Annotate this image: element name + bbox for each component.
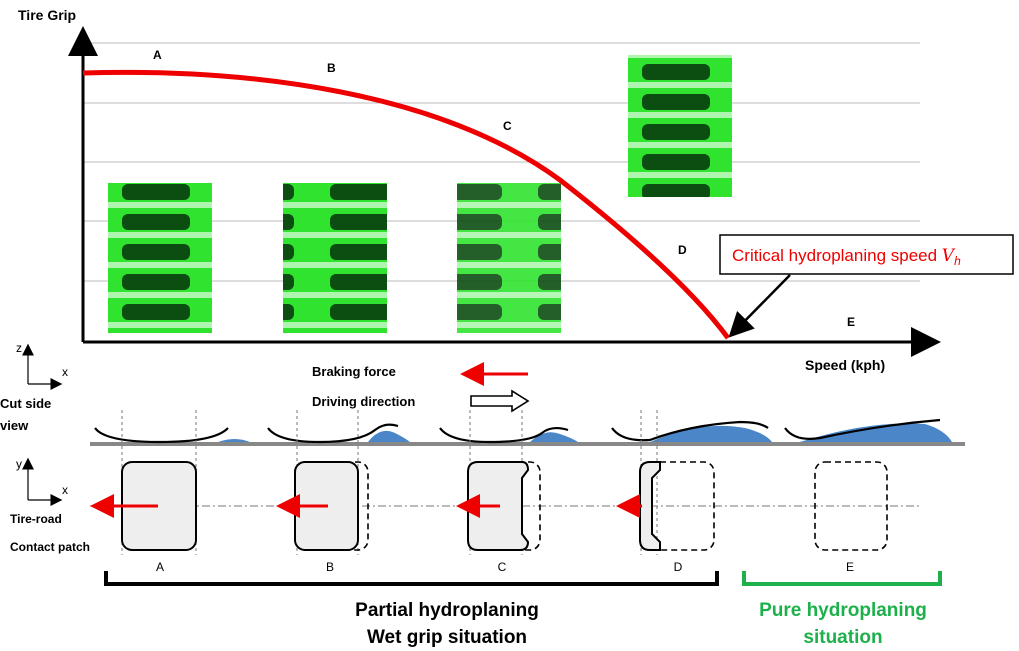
stage-label: C bbox=[498, 560, 507, 574]
curve-label: B bbox=[327, 61, 336, 75]
tire-profile bbox=[439, 426, 569, 444]
driving-arrow bbox=[470, 389, 530, 413]
patch-label: Contact patch bbox=[10, 540, 90, 554]
water bbox=[800, 423, 952, 442]
axis-label: z bbox=[16, 341, 22, 355]
tire-profile bbox=[611, 420, 769, 442]
tire-print bbox=[283, 183, 387, 333]
group-label: Partial hydroplaning bbox=[355, 600, 539, 621]
callout-text: Critical hydroplaning speed Vh bbox=[732, 246, 961, 268]
patch bbox=[639, 461, 661, 551]
tire-profile bbox=[94, 427, 229, 444]
stage-label: A bbox=[156, 560, 164, 574]
axis-label: x bbox=[62, 483, 68, 497]
curve-label: D bbox=[678, 243, 687, 257]
stage-label: E bbox=[846, 560, 854, 574]
tire-print bbox=[457, 183, 561, 333]
callout-subscript: h bbox=[954, 254, 961, 268]
curve-label: A bbox=[153, 48, 162, 62]
group-label: situation bbox=[803, 627, 882, 648]
water bbox=[650, 425, 772, 442]
tire-print bbox=[628, 55, 732, 197]
water bbox=[368, 430, 410, 442]
legend-label: Braking force bbox=[312, 364, 396, 379]
side-view: z x Cut side view Braking force Driving … bbox=[0, 341, 965, 555]
water bbox=[530, 432, 578, 442]
callout-label: Critical hydroplaning speed bbox=[732, 246, 937, 265]
y-axis-label: Tire Grip bbox=[18, 7, 76, 23]
axis-label: y bbox=[16, 457, 22, 471]
curve-label: E bbox=[847, 315, 855, 329]
legend-label: Driving direction bbox=[312, 394, 415, 409]
tire-print bbox=[108, 183, 212, 333]
tire-profile bbox=[784, 418, 941, 440]
stage-label: B bbox=[326, 560, 334, 574]
patch-outline bbox=[814, 461, 888, 551]
water bbox=[218, 439, 250, 442]
side-view-label: Cut side bbox=[0, 396, 51, 411]
contact-patch: y x Tire-road Contact patch A B C D E bbox=[10, 457, 920, 574]
axis-label: x bbox=[62, 365, 68, 379]
stage-label: D bbox=[674, 560, 683, 574]
callout-box bbox=[719, 234, 1014, 275]
curve-label: C bbox=[503, 119, 512, 133]
patch-outline bbox=[639, 461, 715, 551]
grip-curve bbox=[82, 69, 731, 340]
side-view-label: view bbox=[0, 418, 29, 433]
bracket bbox=[742, 571, 942, 586]
patch-label: Tire-road bbox=[10, 512, 62, 526]
callout-symbol: V bbox=[942, 246, 956, 266]
group-label: Wet grip situation bbox=[367, 627, 527, 648]
group-label: Pure hydroplaning bbox=[759, 600, 927, 621]
grip-graph: Tire Grip Speed (kph) A B C D E Critical… bbox=[18, 7, 1014, 373]
callout-arrow bbox=[728, 274, 791, 338]
bracket bbox=[104, 571, 719, 586]
tire-profile bbox=[267, 423, 399, 444]
x-axis-label: Speed (kph) bbox=[805, 357, 885, 373]
groups: Partial hydroplaning Wet grip situation … bbox=[104, 571, 942, 648]
